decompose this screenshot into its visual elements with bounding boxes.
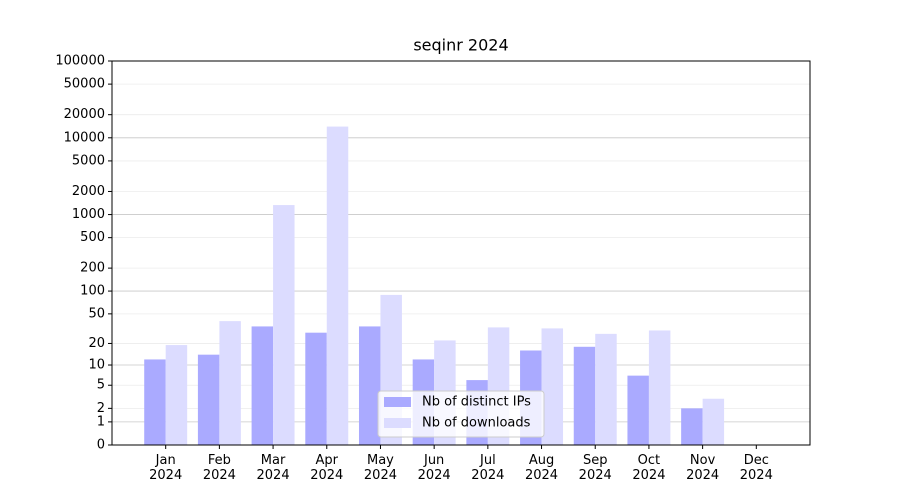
bar bbox=[358, 326, 381, 445]
x-tick-label: Sep 2024 bbox=[578, 453, 612, 483]
y-tick-label: 200 bbox=[80, 261, 105, 276]
x-tick-label: Jul 2024 bbox=[471, 453, 505, 483]
y-tick-label: 100000 bbox=[55, 54, 105, 69]
legend-label: Nb of downloads bbox=[422, 416, 531, 431]
legend: Nb of distinct IPs Nb of downloads bbox=[377, 390, 545, 438]
legend-box bbox=[377, 390, 545, 438]
y-tick-label: 10000 bbox=[64, 130, 105, 145]
bar bbox=[648, 330, 671, 445]
x-tick-label: Dec 2024 bbox=[739, 453, 773, 483]
y-tick-label: 1000 bbox=[72, 207, 105, 222]
y-tick-label: 100 bbox=[80, 284, 105, 299]
bar bbox=[305, 332, 327, 445]
x-tick-label: May 2024 bbox=[363, 453, 397, 483]
y-tick-label: 10 bbox=[88, 358, 105, 373]
bar bbox=[541, 328, 564, 445]
bar bbox=[326, 126, 349, 446]
bar bbox=[165, 345, 188, 445]
plot-frame bbox=[111, 60, 811, 446]
y-tick-label: 500 bbox=[80, 230, 105, 245]
bar bbox=[627, 375, 649, 445]
legend-label: Nb of distinct IPs bbox=[422, 395, 531, 410]
bar bbox=[144, 359, 166, 445]
legend-swatch bbox=[384, 397, 411, 407]
y-tick-label: 2 bbox=[97, 401, 105, 416]
bar bbox=[595, 333, 617, 445]
x-tick-label: Aug 2024 bbox=[524, 453, 559, 483]
x-tick-label: Jan 2024 bbox=[149, 453, 183, 483]
x-tick-label: Feb 2024 bbox=[202, 453, 236, 483]
bar bbox=[251, 326, 274, 445]
x-tick-label: Nov 2024 bbox=[686, 453, 720, 483]
x-tick-label: Apr 2024 bbox=[310, 453, 344, 483]
bar bbox=[681, 408, 703, 445]
y-tick-label: 50 bbox=[88, 306, 105, 321]
bar bbox=[273, 205, 295, 445]
bar bbox=[702, 398, 725, 445]
bar bbox=[573, 346, 596, 445]
y-tick-label: 50000 bbox=[64, 77, 105, 92]
chart-title: seqinr 2024 bbox=[413, 36, 508, 55]
x-tick-label: Mar 2024 bbox=[256, 453, 290, 483]
legend-swatch bbox=[384, 418, 411, 428]
y-tick-label: 2000 bbox=[72, 184, 105, 199]
y-tick-label: 0 bbox=[97, 438, 105, 453]
y-tick-label: 5 bbox=[97, 378, 105, 393]
x-tick-label: Jun 2024 bbox=[417, 453, 451, 483]
x-tick-label: Oct 2024 bbox=[632, 453, 666, 483]
bar bbox=[197, 354, 220, 445]
y-tick-label: 1 bbox=[97, 414, 105, 429]
bar bbox=[219, 321, 241, 445]
y-tick-label: 20000 bbox=[64, 107, 105, 122]
y-tick-label: 20 bbox=[88, 336, 105, 351]
y-tick-label: 5000 bbox=[72, 153, 105, 168]
